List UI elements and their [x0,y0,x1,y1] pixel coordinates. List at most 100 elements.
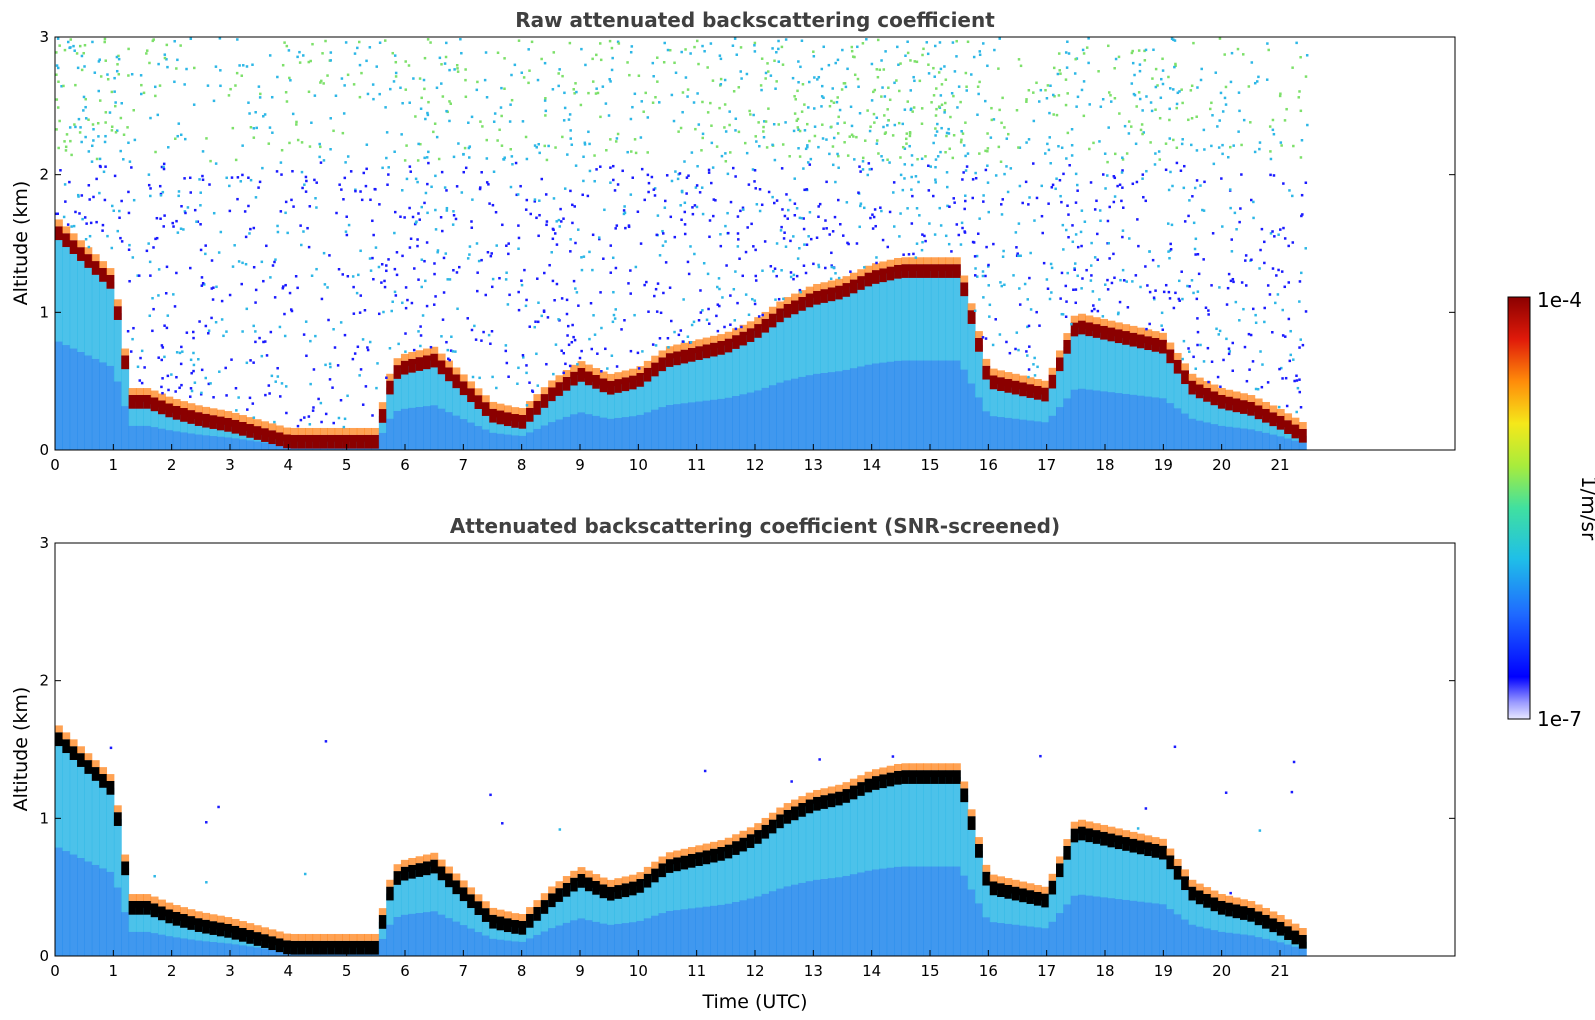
noise-speck [80,68,84,72]
noise-speck [615,137,619,140]
noise-speck [917,180,920,184]
noise-speck [192,363,196,367]
cloud-edge-cell [916,257,925,265]
cloud-edge-cell [533,900,542,908]
aerosol-core-cell [158,934,166,956]
noise-speck [538,213,541,217]
noise-speck [1175,161,1179,165]
cloud-layer-cell [1129,838,1138,853]
noise-speck [987,263,990,267]
noise-speck [319,81,322,84]
cloud-edge-cell [1092,823,1101,831]
noise-speck [843,82,847,85]
noise-speck [1237,130,1240,133]
noise-speck [600,326,603,330]
noise-speck [1218,119,1221,122]
noise-speck [754,187,757,190]
cloud-layer-cell [952,264,961,278]
aerosol-core-cell [857,872,866,956]
noise-speck [818,202,822,206]
aerosol-cell [746,841,755,956]
noise-speck [332,421,335,425]
noise-speck [522,76,526,79]
aerosol-cell [894,271,902,450]
noise-speck [1126,306,1130,309]
noise-speck [1291,194,1294,198]
cloud-layer-cell [77,247,85,261]
y-tick-label: 0 [39,947,49,965]
aerosol-cell [783,310,792,450]
x-tick-label: 0 [50,456,60,474]
cloud-layer-cell [327,940,336,955]
noise-speck [874,224,877,228]
noise-speck [225,394,228,397]
aerosol-core-cell [55,341,63,450]
cloud-layer-cell [1019,382,1028,397]
noise-speck [210,259,214,262]
noise-speck [1269,157,1273,161]
cloud-layer-cell [378,409,387,423]
noise-speck [576,228,580,231]
x-tick-label: 12 [745,456,764,474]
noise-speck [307,90,311,94]
cloud-layer-cell [1085,322,1094,337]
noise-speck [363,309,367,312]
noise-speck [1194,253,1197,256]
noise-speck [927,72,931,75]
noise-speck [1180,88,1183,91]
noise-speck [376,362,379,365]
noise-speck [822,227,825,230]
noise-speck [1075,105,1078,108]
cloud-layer-cell [1262,914,1270,929]
aerosol-cell [1122,337,1131,450]
noise-speck [623,205,626,208]
aerosol-cell [1056,364,1064,450]
noise-speck [981,274,985,278]
noise-speck [812,55,816,58]
noise-speck [674,170,677,173]
noise-speck [956,106,959,109]
noise-speck [653,194,657,197]
aerosol-cell [231,426,240,450]
cloud-edge-cell [1122,830,1131,838]
noise-speck [844,85,848,89]
noise-speck [1218,286,1221,289]
aerosol-core-cell [1092,390,1101,450]
cloud-edge-cell [1019,881,1028,889]
noise-speck [163,324,166,327]
noise-speck [901,122,905,126]
aerosol-core-cell [423,406,431,450]
noise-speck [108,111,112,114]
noise-speck [1153,297,1156,301]
cloud-edge-cell [187,909,196,917]
noise-speck [441,229,444,233]
aerosol-cell [526,414,534,450]
noise-speck [183,210,187,213]
noise-speck [328,362,332,366]
noise-speck [1057,94,1061,97]
noise-speck [652,75,655,78]
noise-speck [225,330,228,333]
noise-speck [591,268,594,272]
noise-speck [516,382,519,385]
noise-speck [84,237,88,241]
noise-speck [289,79,292,82]
aerosol-cell [1298,941,1307,956]
aerosol-core-cell [717,904,726,956]
noise-speck [1036,365,1039,369]
cloud-edge-cell [526,907,534,914]
noise-speck [471,375,475,379]
aerosol-cell [393,371,402,450]
noise-speck [245,307,249,311]
noise-speck [905,137,908,141]
cloud-edge-cell [732,328,741,336]
noise-speck [1173,65,1176,69]
cloud-layer-cell [791,300,799,315]
noise-speck [609,271,613,274]
aerosol-core-cell [1291,946,1300,956]
noise-speck [563,106,567,110]
aerosol-cell [879,781,888,956]
aerosol-core-cell [607,924,615,956]
noise-speck [684,48,687,51]
noise-speck [705,318,709,322]
